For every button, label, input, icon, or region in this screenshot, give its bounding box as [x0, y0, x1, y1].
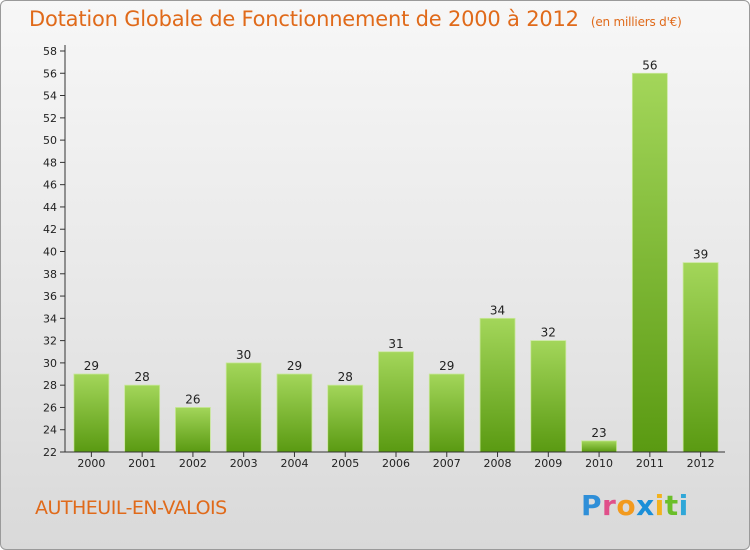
value-label-2007: 29	[439, 359, 454, 373]
commune-name: AUTHEUIL-EN-VALOIS	[35, 497, 227, 519]
value-label-2010: 23	[591, 426, 606, 440]
bar-2010	[581, 440, 617, 453]
value-label-2011: 56	[642, 58, 657, 72]
y-tick-label: 54	[43, 90, 57, 103]
x-tick-label-2003: 2003	[230, 457, 258, 470]
bar-2007	[428, 373, 465, 453]
y-tick-label: 32	[43, 335, 57, 348]
chart-unit: (en milliers d'€)	[590, 15, 682, 29]
x-tick-label-2008: 2008	[484, 457, 512, 470]
bar-2001	[124, 384, 161, 453]
y-axis: 22 24 26 28 30 32 34 36 38 40 42 44 46 48 50 52 54 56 58	[43, 45, 66, 459]
value-label-2009: 32	[541, 326, 556, 340]
x-tick-label-2001: 2001	[128, 457, 156, 470]
y-tick-label: 30	[43, 357, 57, 370]
value-label-2002: 26	[185, 392, 200, 406]
x-tick-label-2004: 2004	[280, 457, 308, 470]
value-label-2008: 34	[490, 303, 505, 317]
y-tick-label: 40	[43, 246, 57, 259]
y-tick-label: 34	[43, 312, 57, 325]
bars-group: 29 28 26 30 29 28 31 29 34 32 23 56 39	[73, 58, 719, 453]
bar-2004	[276, 373, 313, 453]
bar-2002	[175, 407, 211, 453]
y-tick-label: 42	[43, 223, 57, 236]
x-tick-label-2011: 2011	[636, 457, 664, 470]
bar-2005	[327, 384, 364, 453]
y-tick-label: 44	[43, 201, 57, 214]
proxiti-logo: Proxiti	[581, 489, 689, 522]
y-tick-label: 58	[43, 45, 57, 58]
y-tick-label: 56	[43, 67, 57, 80]
bar-2000	[73, 373, 110, 453]
y-tick-label: 46	[43, 179, 57, 192]
value-label-2006: 31	[388, 337, 403, 351]
x-tick-label-2007: 2007	[433, 457, 461, 470]
x-tick-label-2010: 2010	[585, 457, 613, 470]
chart-title-text: Dotation Globale de Fonctionnement de 20…	[29, 7, 579, 31]
y-tick-label: 48	[43, 156, 57, 169]
y-tick-label: 28	[43, 379, 57, 392]
y-tick-label: 36	[43, 290, 57, 303]
x-tick-label-2006: 2006	[382, 457, 410, 470]
chart-title: Dotation Globale de Fonctionnement de 20…	[29, 7, 682, 31]
value-label-2001: 28	[135, 370, 150, 384]
x-axis: 2000 2001 2002 2003 2004 2005 2006 2007 2008 2009…	[65, 451, 725, 470]
x-tick-label-2012: 2012	[687, 457, 715, 470]
bar-2008	[479, 317, 516, 453]
bar-2003	[225, 362, 262, 453]
x-tick-label-2000: 2000	[77, 457, 105, 470]
value-label-2003: 30	[236, 348, 251, 362]
bar-2011	[631, 72, 668, 453]
x-tick-label-2009: 2009	[534, 457, 562, 470]
value-label-2005: 28	[338, 370, 353, 384]
x-tick-label-2002: 2002	[179, 457, 207, 470]
y-tick-label: 52	[43, 112, 57, 125]
x-tick-label-2005: 2005	[331, 457, 359, 470]
y-tick-label: 26	[43, 401, 57, 414]
bar-2012	[682, 262, 719, 453]
bar-2009	[530, 340, 567, 453]
value-label-2004: 29	[287, 359, 302, 373]
y-tick-label: 38	[43, 268, 57, 281]
value-label-2000: 29	[84, 359, 99, 373]
y-tick-label: 24	[43, 424, 57, 437]
bar-2006	[378, 351, 414, 453]
y-tick-label: 22	[43, 446, 57, 459]
y-tick-label: 50	[43, 134, 57, 147]
value-label-2012: 39	[693, 248, 708, 262]
